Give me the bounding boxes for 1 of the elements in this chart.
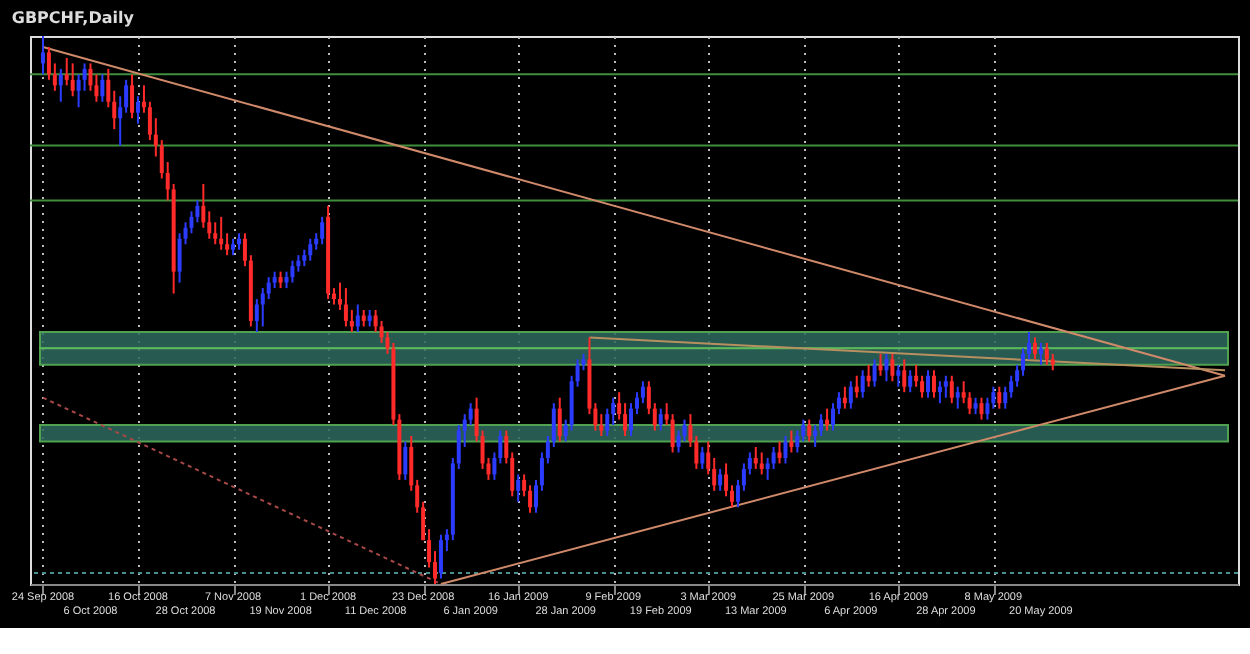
chart-title: GBPCHF,Daily [11,9,136,27]
